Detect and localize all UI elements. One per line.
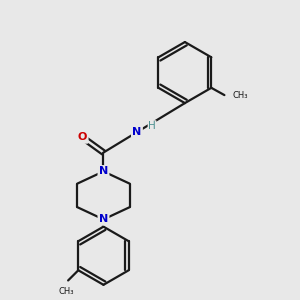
Text: N: N xyxy=(99,167,108,176)
Text: O: O xyxy=(78,132,87,142)
Text: CH₃: CH₃ xyxy=(59,287,74,296)
Text: N: N xyxy=(132,127,142,137)
Text: N: N xyxy=(99,214,108,224)
Text: H: H xyxy=(148,121,156,131)
Text: CH₃: CH₃ xyxy=(232,91,248,100)
